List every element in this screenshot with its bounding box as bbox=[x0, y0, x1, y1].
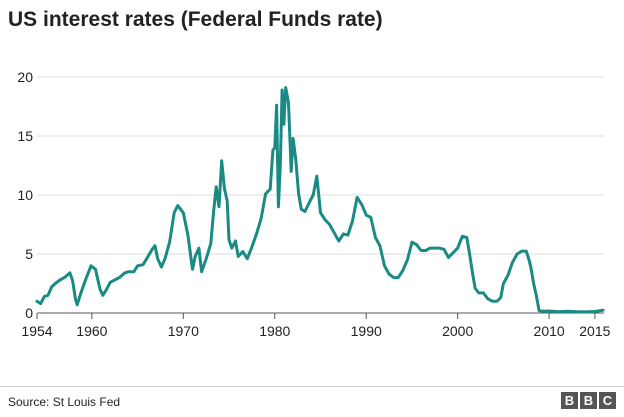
y-axis-ticks: 0 5 10 15 20 bbox=[17, 69, 33, 321]
x-tick-label-6: 2010 bbox=[534, 323, 565, 339]
y-tick-label-0: 0 bbox=[25, 305, 33, 321]
logo-letter-c: C bbox=[599, 392, 616, 409]
x-tick-label-7: 2015 bbox=[579, 323, 610, 339]
x-tick-label-2: 1970 bbox=[168, 323, 199, 339]
y-tick-label-2: 10 bbox=[17, 187, 33, 203]
source-note: Source: St Louis Fed bbox=[8, 395, 121, 409]
series-group bbox=[35, 86, 605, 314]
x-axis-ticks: 1954 1960 1970 1980 1990 2000 2010 2015 bbox=[21, 313, 611, 339]
logo-letter-b2: B bbox=[580, 392, 597, 409]
x-tick-label-3: 1980 bbox=[259, 323, 290, 339]
gridlines bbox=[37, 76, 604, 314]
x-tick-label-5: 2000 bbox=[442, 323, 473, 339]
y-tick-label-3: 15 bbox=[17, 128, 33, 144]
y-tick-label-4: 20 bbox=[17, 69, 33, 85]
x-tick-label-0: 1954 bbox=[21, 323, 52, 339]
chart-title: US interest rates (Federal Funds rate) bbox=[8, 8, 383, 31]
logo-letter-b1: B bbox=[561, 392, 578, 409]
x-tick-label-1: 1960 bbox=[76, 323, 107, 339]
series-line-0 bbox=[35, 86, 605, 314]
x-tick-label-4: 1990 bbox=[351, 323, 382, 339]
bbc-logo: B B C bbox=[561, 392, 616, 409]
footer-divider bbox=[0, 386, 624, 387]
y-tick-label-1: 5 bbox=[25, 246, 33, 262]
